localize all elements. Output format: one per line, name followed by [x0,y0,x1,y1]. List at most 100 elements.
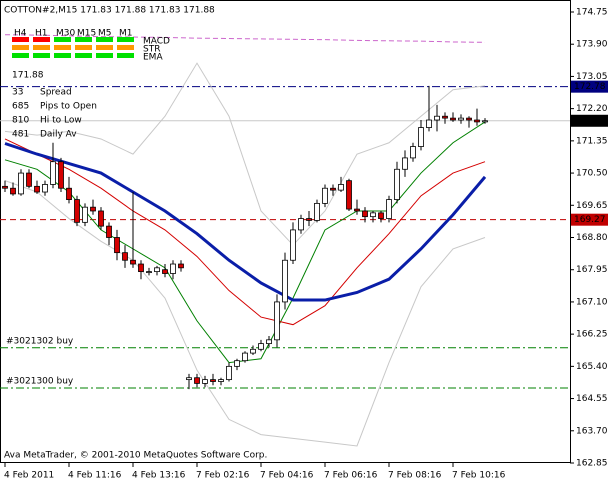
stat-value: 685 [12,102,29,112]
timeframe-label: H4 [14,29,27,39]
candle-body [434,115,440,121]
stat-value: 33 [12,88,23,98]
candle-body [202,379,208,384]
candle-body [474,119,480,123]
level-label: 169.27 [574,215,606,225]
signal-box [117,37,134,42]
timeframe-label: M15 [77,29,96,39]
level-box [571,114,608,127]
y-tick-label: 168.80 [576,233,608,243]
signal-box [117,45,134,50]
candle-body [450,117,456,121]
candle-body [458,117,464,121]
signal-box [33,53,50,58]
candle-body [114,237,120,254]
x-tick-label: 7 Feb 10:16 [452,471,506,481]
x-tick-label: 7 Feb 02:16 [196,471,250,481]
signal-box [75,53,92,58]
y-tick-label: 164.55 [576,394,608,404]
y-tick-label: 172.20 [576,104,608,114]
level-box [571,80,608,93]
level-box [571,213,608,226]
candle-body [186,377,192,381]
candle-body [26,172,32,187]
y-tick-label: 170.50 [576,169,608,179]
indicator-line [4,142,487,302]
y-tick-label: 169.65 [576,201,608,211]
level-label: 171.88 [574,116,606,126]
candle-body [106,225,112,238]
x-tick-label: 7 Feb 06:16 [324,471,378,481]
candle-body [162,269,168,274]
stat-value: 481 [12,130,29,140]
candle-body [402,157,408,170]
candle-body [66,187,72,201]
candle-body [258,343,264,350]
candle-body [370,212,376,218]
candle-body [170,263,176,274]
y-tick-label: 165.40 [576,362,608,372]
y-tick-label: 171.35 [576,136,608,146]
candle-body [18,172,24,195]
chart-title: COTTON#2,M15 171.83 171.88 171.83 171.88 [4,6,215,16]
candle-body [194,377,200,384]
candle-body [466,117,472,121]
signal-box [12,37,29,42]
signal-box [54,53,71,58]
x-tick-label: 4 Feb 13:16 [132,471,186,481]
candle-body [386,199,392,219]
signal-box [96,45,113,50]
stat-value: 810 [12,116,29,126]
candle-body [58,161,64,189]
footer: Ava MetaTrader, © 2001-2010 MetaQuotes S… [4,451,267,461]
stat-label: Pips to Open [40,102,97,112]
signal-box [75,37,92,42]
x-tick-label: 7 Feb 08:16 [388,471,442,481]
stat-label: Spread [40,88,72,98]
candle-body [418,127,424,147]
order-label: #3021302 buy [6,336,74,346]
candle-body [378,212,384,219]
x-tick-label: 7 Feb 04:16 [260,471,314,481]
candle-body [394,168,400,201]
candle-body [250,348,256,354]
candle-body [226,365,232,381]
order-label: #3021300 buy [6,376,74,386]
indicator-name: MACD [143,37,170,47]
candle-body [338,184,344,191]
signal-box [33,45,50,50]
signal-box [33,37,50,42]
signal-box [117,53,134,58]
indicator-name: EMA [143,53,163,63]
candle-body [298,218,304,231]
candle-body [50,161,56,185]
candle-body [210,379,216,382]
candle-body [354,208,360,212]
timeframe-label: M30 [56,29,75,39]
candle-body [442,115,448,119]
candle-body [2,185,8,189]
signal-box [12,45,29,50]
stat-label: Daily Av [40,130,77,140]
signal-box [54,45,71,50]
y-tick-label: 173.05 [576,72,608,82]
candle-body [282,259,288,303]
candle-body [42,184,48,193]
level-label: 172.78 [574,82,606,92]
plot-frame [0,0,571,463]
signal-box [96,53,113,58]
signal-box [96,37,113,42]
candle-body [146,271,152,274]
timeframe-label: M1 [119,29,133,39]
candle-body [482,120,488,123]
stat-label: Hi to Low [40,116,82,126]
panel-price: 171.88 [12,71,44,81]
candle-body [426,119,432,128]
signal-box [54,37,71,42]
indicator-name: STR [143,45,160,55]
timeframe-label: H1 [35,29,48,39]
indicator-line [4,62,486,246]
candle-body [74,199,80,223]
